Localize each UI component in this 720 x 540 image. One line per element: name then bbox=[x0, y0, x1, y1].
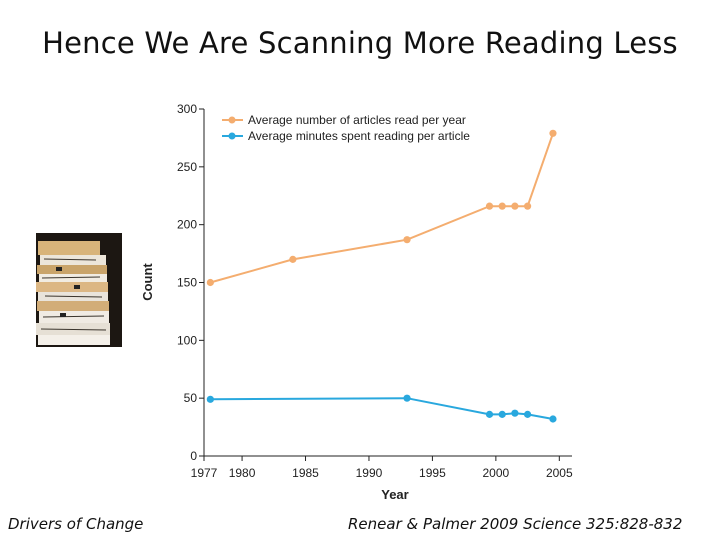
slide-title: Hence We Are Scanning More Reading Less bbox=[42, 26, 678, 60]
y-tick-label: 300 bbox=[177, 102, 197, 116]
y-tick-label: 0 bbox=[190, 449, 197, 463]
footer-left-caption: Drivers of Change bbox=[8, 515, 144, 533]
legend-marker-articles bbox=[228, 116, 236, 124]
data-point-1 bbox=[403, 394, 411, 402]
legend-label-minutes: Average minutes spent reading per articl… bbox=[248, 129, 470, 143]
x-tick-label: 1990 bbox=[356, 466, 383, 480]
data-point-0 bbox=[403, 236, 411, 244]
data-point-1 bbox=[523, 410, 532, 418]
y-tick-label: 200 bbox=[177, 218, 197, 232]
data-point-1 bbox=[549, 415, 557, 423]
y-tick-label: 150 bbox=[177, 276, 197, 290]
x-tick-label: 2005 bbox=[546, 466, 573, 480]
y-axis-label: Count bbox=[140, 263, 155, 301]
x-tick-label: 1977 bbox=[191, 466, 218, 480]
data-point-1 bbox=[498, 410, 506, 418]
legend-label-articles: Average number of articles read per year bbox=[248, 113, 466, 127]
x-tick-label: 1995 bbox=[419, 466, 446, 480]
x-tick-label: 1985 bbox=[292, 466, 319, 480]
data-point-0 bbox=[485, 202, 494, 210]
series-layer bbox=[206, 129, 557, 423]
data-point-0 bbox=[289, 255, 297, 263]
data-point-0 bbox=[511, 202, 519, 210]
data-point-0 bbox=[549, 129, 557, 137]
data-point-1 bbox=[511, 409, 519, 417]
data-point-0 bbox=[523, 202, 532, 210]
data-point-1 bbox=[206, 395, 214, 403]
axis-ticks: 0 50 100 150 200 250 300 1977 1980 1985 1990 1995 20… bbox=[177, 102, 573, 480]
stack-of-papers-photo bbox=[36, 233, 122, 347]
y-tick-label: 50 bbox=[184, 391, 198, 405]
legend-marker-minutes bbox=[228, 132, 236, 140]
legend: Average number of articles read per year… bbox=[222, 113, 470, 143]
y-tick-label: 100 bbox=[177, 333, 197, 347]
data-point-1 bbox=[485, 410, 494, 418]
y-tick-label: 250 bbox=[177, 160, 197, 174]
data-point-0 bbox=[206, 278, 214, 287]
data-point-0 bbox=[498, 202, 506, 210]
x-axis-label: Year bbox=[381, 487, 408, 502]
x-tick-label: 2000 bbox=[483, 466, 510, 480]
footer-citation: Renear & Palmer 2009 Science 325:828-832 bbox=[348, 515, 683, 533]
x-tick-label: 1980 bbox=[229, 466, 256, 480]
